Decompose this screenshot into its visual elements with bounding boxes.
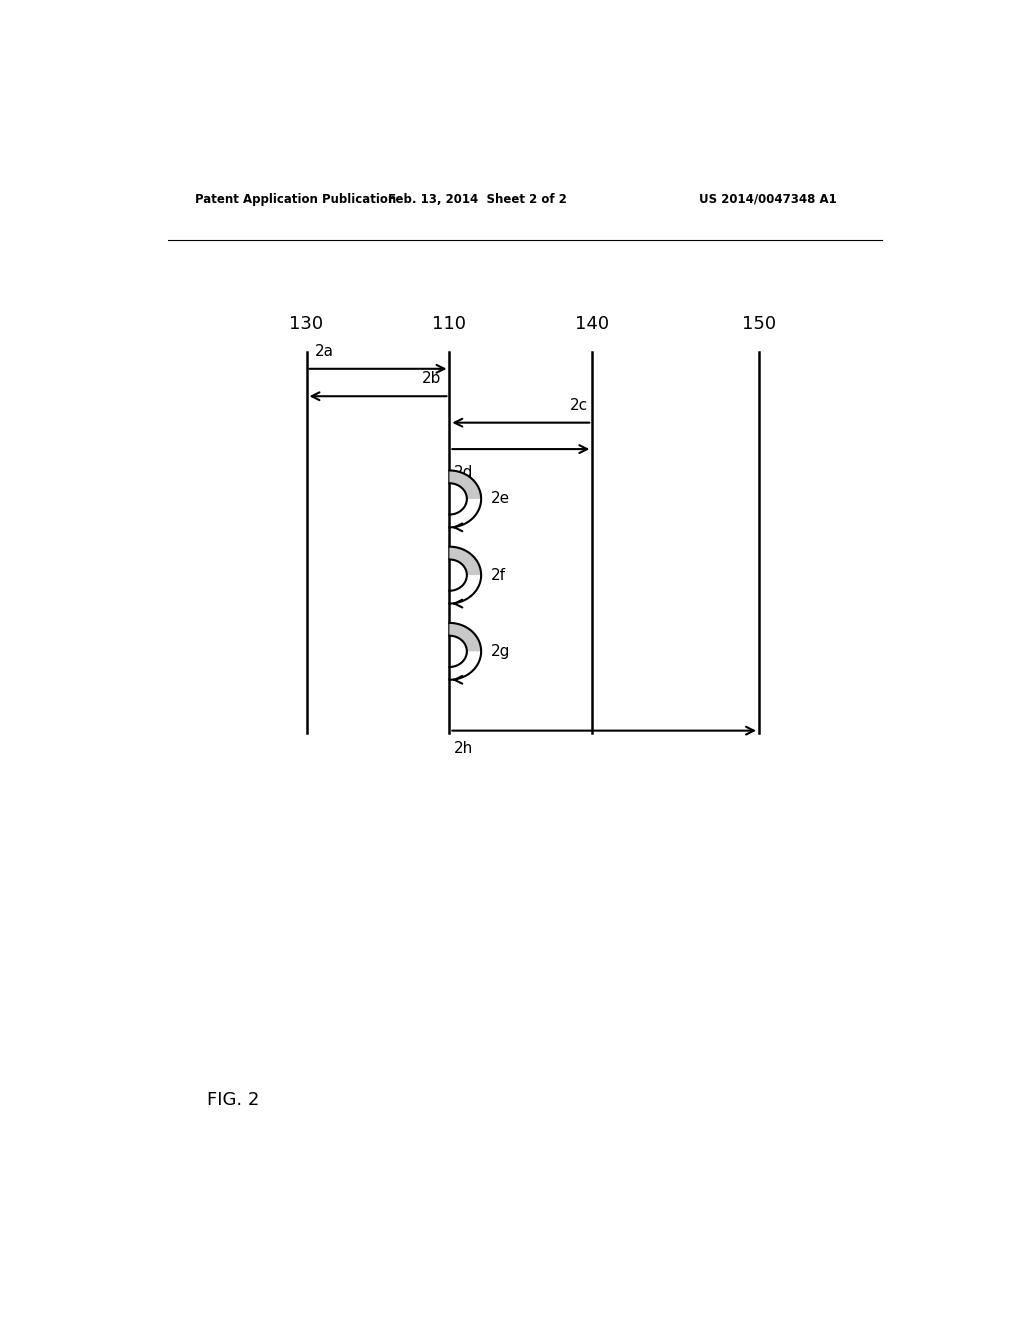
- Text: 2h: 2h: [454, 741, 473, 756]
- Text: 2d: 2d: [454, 465, 473, 479]
- Text: US 2014/0047348 A1: US 2014/0047348 A1: [699, 193, 838, 206]
- Text: Patent Application Publication: Patent Application Publication: [196, 193, 396, 206]
- Text: 2b: 2b: [422, 371, 441, 385]
- Polygon shape: [450, 623, 481, 651]
- Text: 140: 140: [575, 315, 609, 333]
- Text: 2a: 2a: [314, 343, 334, 359]
- Text: 2f: 2f: [490, 568, 506, 582]
- Text: 150: 150: [741, 315, 776, 333]
- Text: 130: 130: [290, 315, 324, 333]
- Polygon shape: [450, 546, 481, 576]
- Text: 2g: 2g: [490, 644, 510, 659]
- Text: FIG. 2: FIG. 2: [207, 1090, 260, 1109]
- Text: Feb. 13, 2014  Sheet 2 of 2: Feb. 13, 2014 Sheet 2 of 2: [388, 193, 566, 206]
- Polygon shape: [450, 470, 481, 499]
- Text: 110: 110: [432, 315, 466, 333]
- Text: 2e: 2e: [490, 491, 510, 507]
- Text: 2c: 2c: [570, 397, 588, 412]
